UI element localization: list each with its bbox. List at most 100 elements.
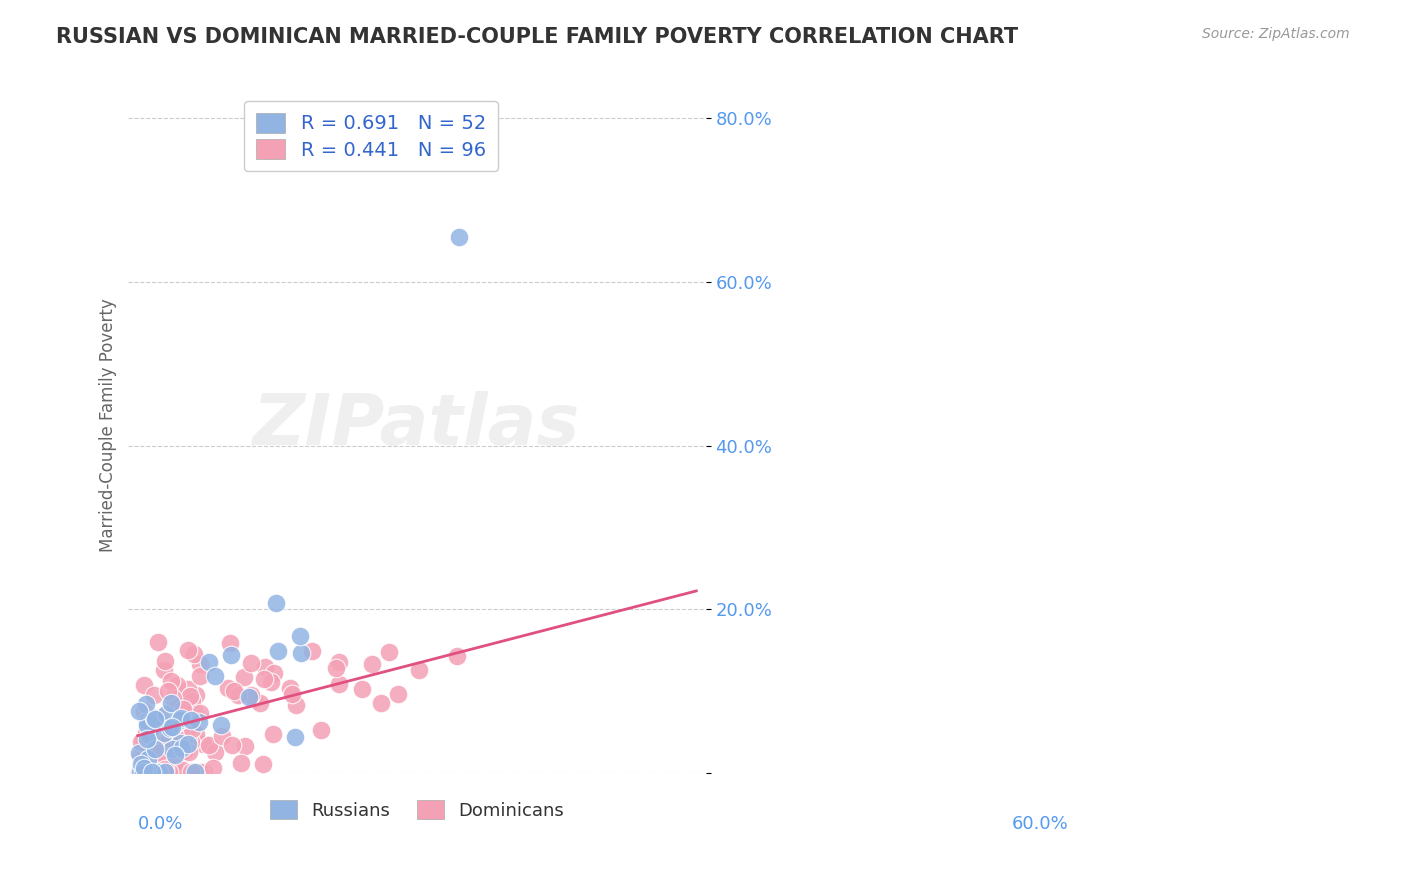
Dominicans [139, 765, 162, 780]
Dominicans [211, 729, 233, 743]
Russians [149, 714, 172, 729]
Dominicans [167, 721, 190, 735]
Dominicans [135, 726, 157, 740]
Russians [180, 713, 202, 727]
Dominicans [263, 665, 285, 680]
Dominicans [153, 762, 176, 776]
Dominicans [253, 659, 276, 673]
Dominicans [260, 674, 283, 689]
Dominicans [181, 693, 204, 707]
Russians [143, 741, 166, 756]
Dominicans [350, 681, 373, 696]
Dominicans [198, 738, 221, 752]
Dominicans [180, 722, 202, 736]
Dominicans [132, 678, 155, 692]
Dominicans [149, 710, 172, 724]
Russians [135, 765, 157, 780]
Y-axis label: Married-Couple Family Poverty: Married-Couple Family Poverty [100, 299, 117, 552]
Dominicans [165, 765, 187, 780]
Dominicans [172, 763, 194, 777]
Russians [160, 697, 183, 711]
Dominicans [134, 704, 156, 718]
Russians [136, 732, 159, 747]
Dominicans [446, 648, 468, 663]
Russians [143, 712, 166, 726]
Dominicans [235, 739, 257, 753]
Russians [284, 730, 307, 744]
Dominicans [155, 751, 177, 765]
Russians [184, 765, 207, 780]
Dominicans [233, 670, 256, 684]
Russians [188, 714, 211, 729]
Dominicans [142, 765, 165, 780]
Dominicans [183, 704, 205, 718]
Russians [142, 711, 165, 725]
Dominicans [149, 747, 172, 761]
Dominicans [146, 738, 169, 752]
Dominicans [177, 733, 200, 747]
Dominicans [128, 765, 150, 780]
Dominicans [166, 678, 188, 692]
Dominicans [249, 696, 271, 710]
Russians [128, 746, 150, 760]
Dominicans [188, 765, 211, 780]
Dominicans [146, 635, 169, 649]
Text: ZIPatlas: ZIPatlas [253, 391, 581, 459]
Russians [138, 728, 160, 742]
Russians [290, 629, 312, 643]
Dominicans [139, 751, 162, 765]
Dominicans [172, 702, 194, 716]
Russians [169, 736, 191, 750]
Dominicans [193, 765, 215, 780]
Russians [238, 690, 260, 704]
Russians [169, 713, 191, 727]
Dominicans [361, 657, 384, 672]
Russians [128, 704, 150, 718]
Russians [136, 752, 159, 766]
Dominicans [172, 699, 194, 714]
Russians [264, 595, 287, 609]
Dominicans [370, 696, 392, 710]
Dominicans [180, 735, 202, 749]
Dominicans [328, 677, 350, 691]
Text: 0.0%: 0.0% [138, 815, 183, 833]
Dominicans [176, 642, 198, 657]
Dominicans [177, 682, 200, 697]
Legend: Russians, Dominicans: Russians, Dominicans [263, 793, 572, 827]
Dominicans [184, 727, 207, 741]
Dominicans [157, 765, 180, 780]
Russians [135, 765, 157, 780]
Dominicans [132, 733, 155, 747]
Dominicans [183, 647, 205, 661]
Dominicans [179, 745, 201, 759]
Dominicans [188, 657, 211, 671]
Dominicans [387, 687, 409, 701]
Dominicans [243, 692, 266, 706]
Russians [177, 737, 200, 751]
Dominicans [180, 765, 202, 780]
Russians [163, 748, 186, 763]
Dominicans [173, 744, 195, 758]
Russians [162, 742, 184, 756]
Dominicans [153, 654, 176, 668]
Dominicans [129, 734, 152, 748]
Dominicans [219, 636, 242, 650]
Russians [267, 643, 290, 657]
Dominicans [166, 715, 188, 730]
Dominicans [328, 655, 350, 669]
Dominicans [188, 669, 211, 683]
Dominicans [252, 756, 274, 771]
Russians [143, 765, 166, 780]
Russians [129, 765, 152, 780]
Dominicans [191, 737, 214, 751]
Dominicans [226, 689, 249, 703]
Russians [160, 720, 183, 734]
Dominicans [184, 689, 207, 703]
Russians [129, 756, 152, 771]
Dominicans [179, 689, 201, 703]
Dominicans [157, 731, 180, 745]
Text: Source: ZipAtlas.com: Source: ZipAtlas.com [1202, 27, 1350, 41]
Russians [170, 711, 193, 725]
Dominicans [179, 720, 201, 734]
Dominicans [188, 706, 211, 720]
